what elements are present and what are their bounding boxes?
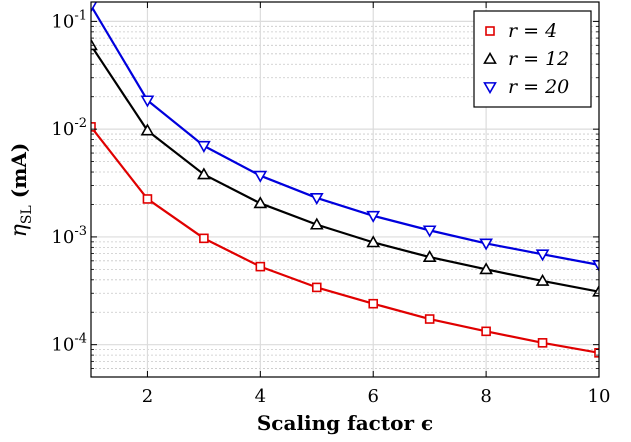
series-2-point [140, 123, 155, 136]
series-2-point [309, 217, 324, 230]
grid-layer [91, 2, 600, 377]
series-3-point [197, 140, 211, 153]
y-axis-label: ηSL (mA) [7, 143, 35, 238]
legend-marker [483, 51, 497, 64]
series-2-point [366, 235, 381, 248]
series-2-point [535, 273, 550, 286]
series-3-point [535, 249, 550, 262]
series-3-point [422, 225, 437, 238]
y-tick-label: 10-3 [51, 224, 87, 248]
series-1-point [481, 326, 491, 337]
series-3-point [309, 193, 324, 206]
plot-frame [90, 1, 600, 378]
series-1-point [424, 314, 435, 324]
y-tick-label-base: 10 [51, 227, 74, 248]
series-1-point [594, 348, 599, 358]
y-axis-label-unit: (mA) [7, 143, 31, 199]
x-tick-label: 8 [480, 386, 491, 407]
y-tick-label-base: 10 [51, 119, 74, 140]
series-layer [91, 2, 599, 358]
series-1-point [255, 261, 266, 272]
series-1 [91, 122, 599, 358]
series-3-point [479, 238, 493, 251]
y-tick-label-exponent: -2 [74, 116, 87, 131]
legend-marker [485, 26, 495, 36]
y-tick-label: 10-2 [51, 116, 87, 140]
x-tick-label: 6 [367, 386, 378, 407]
series-1-point [91, 122, 96, 132]
legend-entry-label: r = 20 [508, 76, 569, 98]
series-2-point [479, 262, 493, 275]
series-3-point [253, 170, 268, 183]
series-1-point [537, 338, 548, 348]
series-1-point [142, 194, 153, 204]
y-tick-label-exponent: -4 [74, 332, 87, 347]
series-3-point [91, 2, 98, 13]
series-1-line [91, 126, 599, 354]
y-axis-label-subscript: SL [19, 205, 35, 224]
series-3-point [140, 95, 155, 108]
series-2-point [197, 167, 211, 180]
series-2-point [253, 196, 268, 209]
series-2-point [91, 38, 98, 51]
x-tick-label: 4 [255, 386, 266, 407]
series-2-line [91, 44, 599, 293]
y-tick-label: 10-4 [51, 332, 87, 356]
series-1-point [311, 282, 322, 293]
series-3-point [366, 210, 381, 223]
series-3-line [91, 5, 599, 266]
legend-marker [483, 82, 497, 95]
y-tick-label-exponent: -3 [74, 224, 87, 239]
series-1-point [368, 298, 379, 309]
x-tick-label: 2 [142, 386, 153, 407]
legend: r = 4 r = 12 r = 20 [473, 10, 592, 108]
y-tick-label-base: 10 [51, 11, 74, 32]
y-tick-label-exponent: -1 [74, 8, 87, 23]
y-tick-label-base: 10 [51, 335, 74, 356]
series-3-point [592, 259, 599, 273]
series-3 [91, 2, 599, 273]
series-1-point [199, 233, 209, 244]
x-axis-label: Scaling factor ϵ [257, 411, 433, 435]
series-2 [91, 38, 599, 297]
y-axis-label-symbol: η [7, 224, 32, 237]
legend-entry-label: r = 4 [508, 20, 557, 42]
legend-entry-label: r = 12 [508, 48, 569, 70]
series-2-point [422, 249, 437, 262]
y-tick-label: 10-1 [51, 8, 87, 32]
x-tick-label: 10 [588, 386, 611, 407]
